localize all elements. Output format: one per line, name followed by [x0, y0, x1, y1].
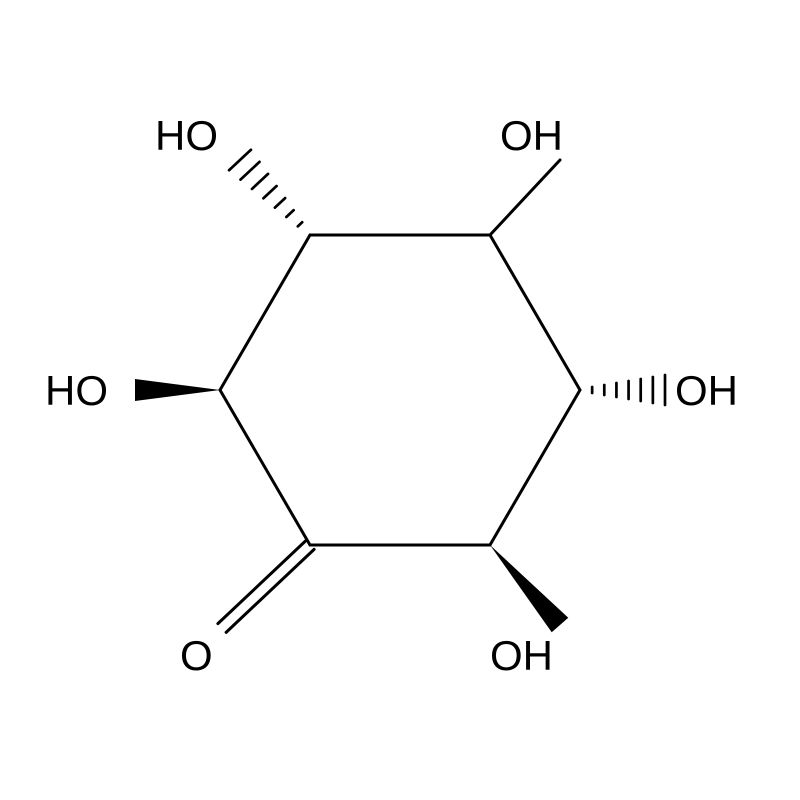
atom-label: O	[180, 632, 213, 679]
atom-label: OH	[675, 367, 738, 414]
atom-label: HO	[155, 112, 218, 159]
atom-label: OH	[490, 632, 553, 679]
atom-label: OH	[500, 112, 563, 159]
molecule-diagram: O OH OH OH HO HO	[0, 0, 800, 800]
atom-label: HO	[45, 367, 108, 414]
